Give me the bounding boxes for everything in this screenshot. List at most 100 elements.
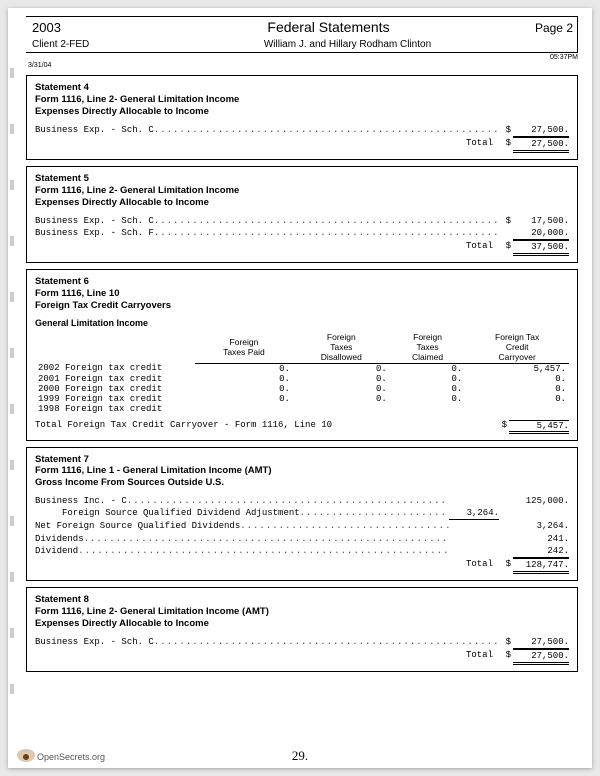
stmt5-head: Statement 5 Form 1116, Line 2- General L… (35, 173, 569, 209)
currency: $ (495, 420, 507, 434)
stmt7-row: Dividends 241. (35, 533, 569, 545)
row-label: Business Exp. - Sch. C (35, 215, 154, 227)
stmt5-line1: Form 1116, Line 2- General Limitation In… (35, 185, 239, 196)
stmt4-line2: Expenses Directly Allocable to Income (35, 106, 209, 117)
stmt5-row-1: Business Exp. - Sch. F 20,000. (35, 227, 569, 240)
total-amount: 5,457. (509, 420, 569, 434)
tax-year: 2003 (32, 20, 122, 35)
cell-paid (195, 404, 293, 414)
total-amount: 27,500. (513, 137, 569, 153)
statement-6: Statement 6 Form 1116, Line 10 Foreign T… (26, 269, 578, 441)
stmt5-line2: Expenses Directly Allocable to Income (35, 197, 209, 208)
total-amount: 37,500. (513, 240, 569, 256)
stmt7-row: Business Inc. - C 125,000. (35, 495, 569, 507)
stmt6-head: Statement 6 Form 1116, Line 10 Foreign T… (35, 276, 569, 312)
eye-icon (18, 752, 34, 762)
cell-dis: 0. (293, 374, 390, 384)
row-label: 1999 Foreign tax credit (35, 394, 195, 404)
stmt4-total: Total $ 27,500. (35, 137, 569, 153)
table-row: 1999 Foreign tax credit0.0.0.0. (35, 394, 569, 404)
stmt4-line1: Form 1116, Line 2- General Limitation In… (35, 94, 239, 105)
header-row-1: 2003 Federal Statements Page 2 (26, 16, 578, 37)
cell-clm (390, 404, 466, 414)
stmt7-title: Statement 7 (35, 454, 89, 465)
amount: 241. (513, 533, 569, 545)
col-paid: ForeignTaxes Paid (195, 332, 293, 364)
amount: 125,000. (513, 495, 569, 507)
stmt8-row: Business Exp. - Sch. C $ 27,500. (35, 636, 569, 649)
cell-paid: 0. (195, 374, 293, 384)
stmt7-row: Foreign Source Qualified Dividend Adjust… (35, 507, 569, 520)
leader-dots (300, 507, 449, 520)
table-row: 2001 Foreign tax credit0.0.0.0. (35, 374, 569, 384)
row-label: 1998 Foreign tax credit (35, 404, 195, 414)
stmt5-row-0: Business Exp. - Sch. C $ 17,500. (35, 215, 569, 227)
leader-dots (154, 215, 499, 227)
row-label: 2002 Foreign tax credit (35, 363, 195, 374)
currency: $ (499, 215, 511, 227)
amount: 17,500. (513, 215, 569, 227)
stmt8-line1: Form 1116, Line 2- General Limitation In… (35, 606, 269, 617)
stmt6-line1: Form 1116, Line 10 (35, 288, 120, 299)
source-logo: OpenSecrets.org (18, 752, 105, 762)
currency: $ (499, 124, 511, 137)
row-label: Dividend (35, 545, 78, 558)
stmt8-head: Statement 8 Form 1116, Line 2- General L… (35, 594, 569, 630)
cell-paid: 0. (195, 363, 293, 374)
cell-dis: 0. (293, 384, 390, 394)
amount: 242. (513, 545, 569, 558)
currency: $ (499, 649, 511, 665)
total-amount: 27,500. (513, 649, 569, 665)
statement-5: Statement 5 Form 1116, Line 2- General L… (26, 166, 578, 263)
leader-dots (154, 124, 499, 137)
leader-dots (127, 495, 449, 507)
cell-paid: 0. (195, 384, 293, 394)
stmt4-title: Statement 4 (35, 82, 89, 93)
row-label: 2001 Foreign tax credit (35, 374, 195, 384)
total-label: Total (466, 649, 499, 665)
scan-page-number: 29. (292, 748, 308, 764)
table-row: 1998 Foreign tax credit (35, 404, 569, 414)
table-header-row: ForeignTaxes Paid ForeignTaxesDisallowed… (35, 332, 569, 364)
statement-7: Statement 7 Form 1116, Line 1 - General … (26, 447, 578, 581)
print-date: 3/31/04 (28, 62, 578, 69)
amount: 27,500. (513, 636, 569, 649)
stmt7-line2: Gross Income From Sources Outside U.S. (35, 477, 224, 488)
cell-co (465, 404, 569, 414)
cell-clm: 0. (390, 384, 466, 394)
total-label: Total (466, 558, 499, 574)
statement-8: Statement 8 Form 1116, Line 2- General L… (26, 587, 578, 672)
stmt7-row: Net Foreign Source Qualified Dividends3,… (35, 520, 569, 532)
cell-clm: 0. (390, 374, 466, 384)
row-label: Business Inc. - C (35, 495, 127, 507)
total-label: Total Foreign Tax Credit Carryover - For… (35, 420, 495, 434)
cell-co: 5,457. (465, 363, 569, 374)
stmt7-row: Dividend 242. (35, 545, 569, 558)
stmt6-table: ForeignTaxes Paid ForeignTaxesDisallowed… (35, 332, 569, 414)
leader-dots (240, 520, 449, 532)
cell-clm: 0. (390, 363, 466, 374)
stmt6-line2: Foreign Tax Credit Carryovers (35, 300, 171, 311)
mid-amount (449, 545, 499, 558)
col-clm: ForeignTaxesClaimed (390, 332, 466, 364)
cell-co: 0. (465, 384, 569, 394)
row-label: Dividends (35, 533, 84, 545)
currency: $ (499, 137, 511, 153)
row-label: 2000 Foreign tax credit (35, 384, 195, 394)
row-label: Net Foreign Source Qualified Dividends (35, 520, 240, 532)
row-label: Business Exp. - Sch. F (35, 227, 154, 240)
row-label: Foreign Source Qualified Dividend Adjust… (35, 507, 300, 520)
stmt6-sub: General Limitation Income (35, 318, 569, 328)
amount: 27,500. (513, 124, 569, 137)
stmt5-total: Total $ 37,500. (35, 240, 569, 256)
client-id: Client 2-FED (32, 39, 122, 50)
total-label: Total (466, 240, 499, 256)
page-label: Page 2 (535, 21, 573, 35)
stmt8-title: Statement 8 (35, 594, 89, 605)
currency (499, 227, 511, 240)
mid-amount: 3,264. (449, 507, 499, 520)
leader-dots (154, 227, 499, 240)
stmt7-line1: Form 1116, Line 1 - General Limitation I… (35, 465, 272, 476)
binder-marks (10, 68, 14, 708)
cell-paid: 0. (195, 394, 293, 404)
